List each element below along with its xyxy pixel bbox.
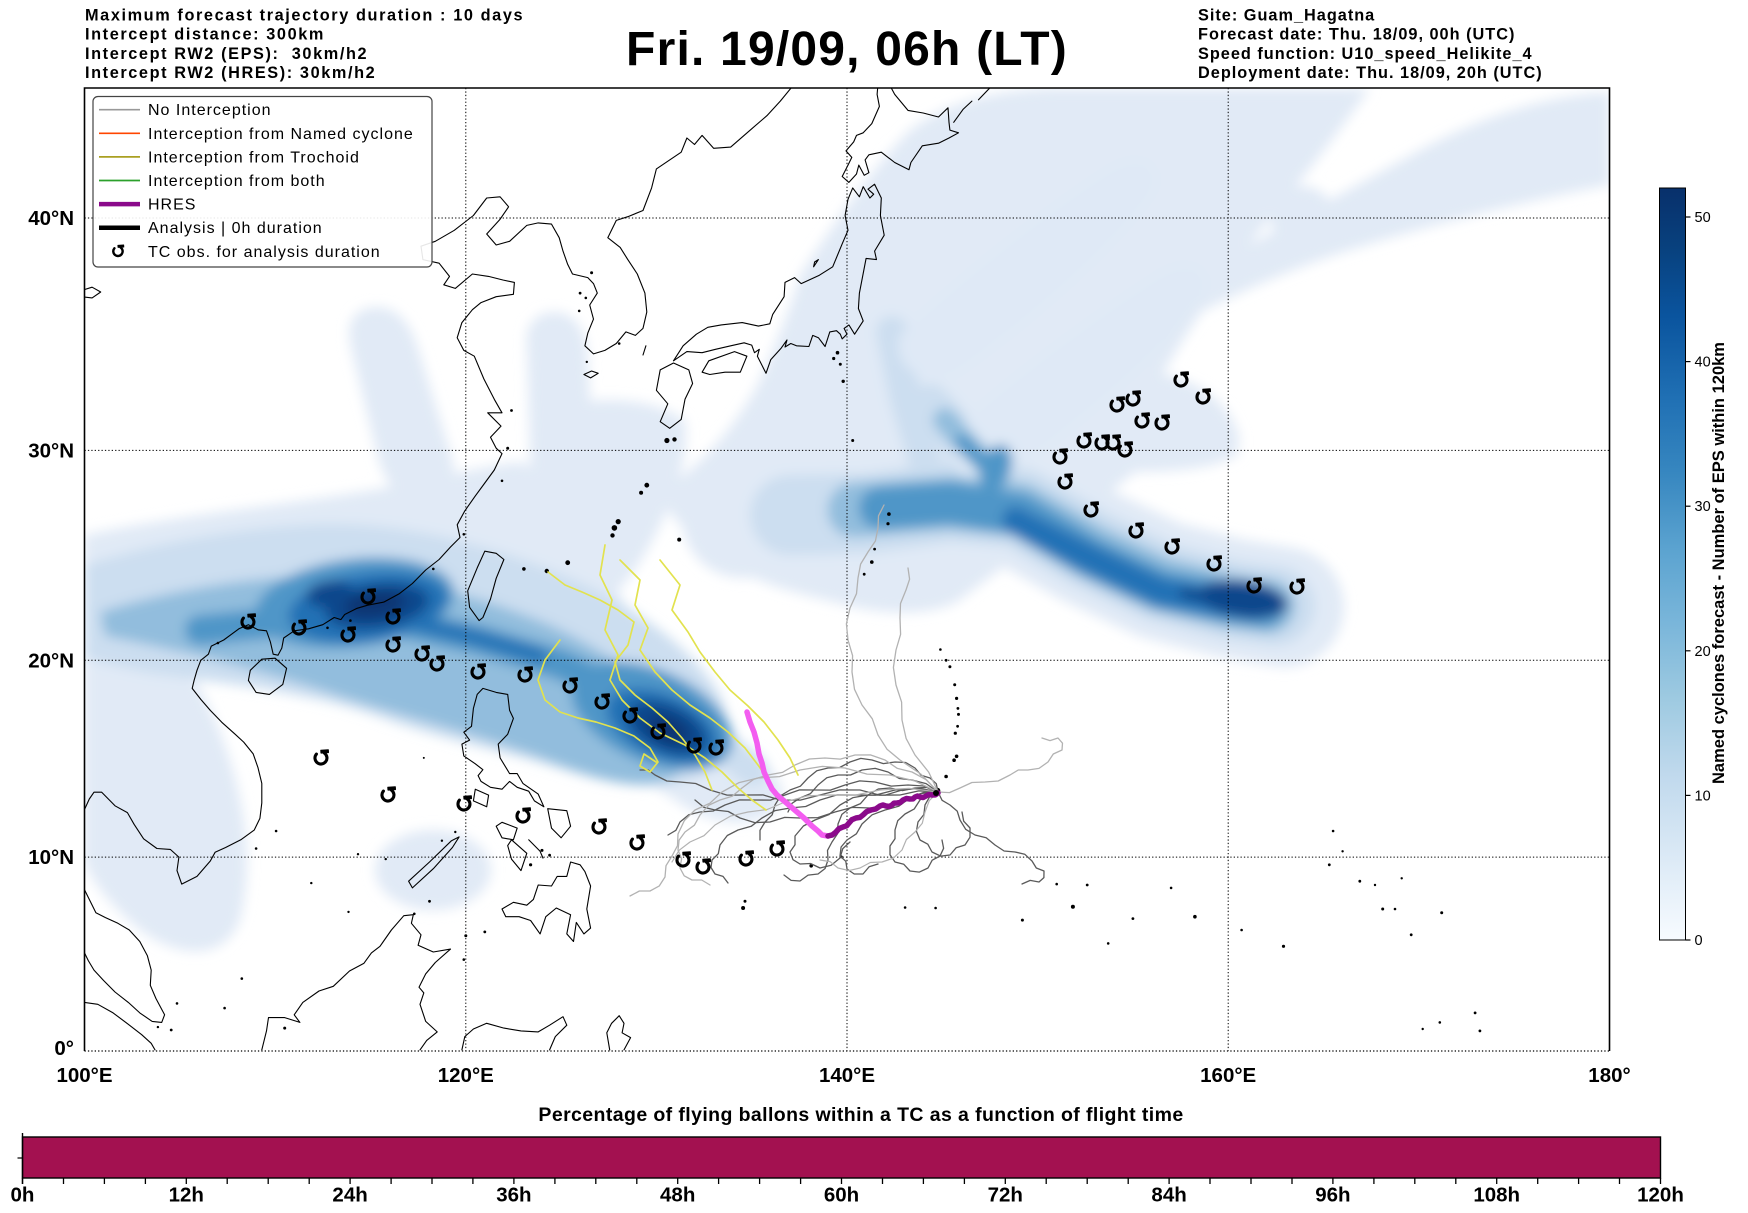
svg-text:Percentage of flying ballons w: Percentage of flying ballons within a TC… [538,1104,1183,1126]
svg-text:Interception from Named cyclon: Interception from Named cyclone [148,126,414,143]
svg-text:Intercept distance: 300km: Intercept distance: 300km [85,26,325,44]
svg-text:Maximum forecast trajectory du: Maximum forecast trajectory duration : 1… [85,7,524,25]
svg-text:20: 20 [1695,644,1711,660]
svg-text:No Interception: No Interception [148,102,272,119]
svg-text:Named cyclones forecast - Numb: Named cyclones forecast - Number of EPS … [1710,342,1728,784]
svg-text:40: 40 [1695,355,1711,371]
svg-text:12h: 12h [169,1184,204,1207]
svg-text:180°: 180° [1588,1064,1630,1087]
svg-text:10: 10 [1695,788,1711,804]
svg-text:120h: 120h [1637,1184,1684,1207]
svg-text:36h: 36h [496,1184,531,1207]
svg-text:40°N: 40°N [28,207,74,230]
svg-text:Forecast date: Thu. 18/09, 00h: Forecast date: Thu. 18/09, 00h (UTC) [1198,26,1515,44]
svg-text:96h: 96h [1315,1184,1350,1207]
svg-text:Deployment date: Thu. 18/09, 2: Deployment date: Thu. 18/09, 20h (UTC) [1198,64,1543,82]
svg-text:48h: 48h [660,1184,695,1207]
svg-text:50: 50 [1695,210,1711,226]
svg-text:24h: 24h [332,1184,367,1207]
svg-text:160°E: 160°E [1200,1064,1256,1087]
svg-text:0h: 0h [11,1184,35,1207]
svg-text:Interception from Trochoid: Interception from Trochoid [148,149,360,166]
svg-text:0: 0 [1695,933,1703,949]
svg-text:108h: 108h [1473,1184,1520,1207]
svg-text:0°: 0° [54,1037,74,1060]
svg-text:Fri. 19/09, 06h (LT): Fri. 19/09, 06h (LT) [626,23,1068,76]
svg-text:Analysis | 0h duration: Analysis | 0h duration [148,220,323,237]
svg-text:84h: 84h [1151,1184,1186,1207]
svg-text:HRES: HRES [148,197,196,214]
svg-text:30: 30 [1695,499,1711,515]
svg-text:Site: Guam_Hagatna: Site: Guam_Hagatna [1198,7,1375,25]
svg-text:Interception from both: Interception from both [148,173,326,190]
svg-text:20°N: 20°N [28,649,74,672]
svg-text:Speed function: U10_speed_Heli: Speed function: U10_speed_Helikite_4 [1198,45,1533,63]
svg-text:100°E: 100°E [56,1064,112,1087]
svg-text:60h: 60h [824,1184,859,1207]
svg-text:120°E: 120°E [438,1064,494,1087]
svg-text:TC obs. for analysis duration: TC obs. for analysis duration [148,244,381,261]
svg-text:Intercept RW2 (HRES): 30km/h2: Intercept RW2 (HRES): 30km/h2 [85,64,376,82]
svg-text:10°N: 10°N [28,846,74,869]
svg-text:140°E: 140°E [819,1064,875,1087]
svg-text:Intercept RW2 (EPS): 30km/h2: Intercept RW2 (EPS): 30km/h2 [85,45,368,63]
svg-text:72h: 72h [988,1184,1023,1207]
svg-text:30°N: 30°N [28,439,74,462]
